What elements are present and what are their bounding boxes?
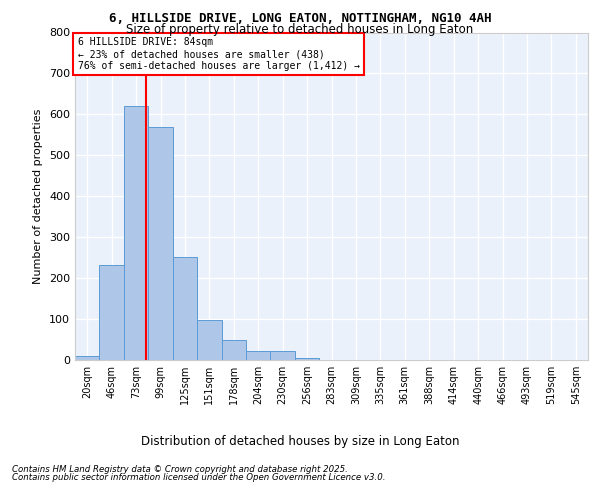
Bar [295,358,319,360]
Text: 6, HILLSIDE DRIVE, LONG EATON, NOTTINGHAM, NG10 4AH: 6, HILLSIDE DRIVE, LONG EATON, NOTTINGHA… [109,12,491,26]
Text: Distribution of detached houses by size in Long Eaton: Distribution of detached houses by size … [141,435,459,448]
Bar [197,320,221,360]
Bar [271,350,295,360]
Bar [221,340,246,360]
Text: Contains HM Land Registry data © Crown copyright and database right 2025.: Contains HM Land Registry data © Crown c… [12,465,348,474]
Bar [148,126,173,360]
Bar [75,356,100,360]
Bar [173,257,197,360]
Bar [100,265,124,360]
Text: 6 HILLSIDE DRIVE: 84sqm
← 23% of detached houses are smaller (438)
76% of semi-d: 6 HILLSIDE DRIVE: 84sqm ← 23% of detache… [77,38,359,70]
Bar [124,106,148,360]
Y-axis label: Number of detached properties: Number of detached properties [34,108,43,284]
Text: Size of property relative to detached houses in Long Eaton: Size of property relative to detached ho… [127,22,473,36]
Bar [246,350,271,360]
Text: Contains public sector information licensed under the Open Government Licence v3: Contains public sector information licen… [12,472,386,482]
